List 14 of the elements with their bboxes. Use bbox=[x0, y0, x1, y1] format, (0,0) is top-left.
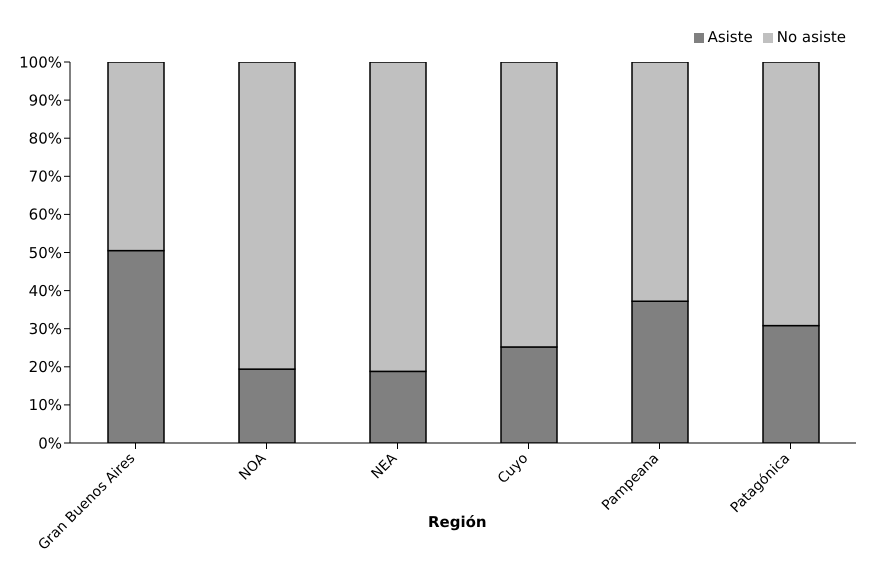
y-tick-label: 0% bbox=[38, 434, 62, 452]
legend-label: No asiste bbox=[776, 28, 846, 46]
y-tick-label: 10% bbox=[28, 396, 62, 414]
y-tick-label: 40% bbox=[28, 282, 62, 300]
legend-label: Asiste bbox=[708, 28, 753, 46]
y-tick-label: 80% bbox=[28, 130, 62, 148]
y-tick-label: 30% bbox=[28, 320, 62, 338]
x-axis-title: Región bbox=[428, 513, 487, 531]
y-tick-label: 20% bbox=[28, 358, 62, 376]
y-tick-label: 100% bbox=[19, 53, 62, 72]
y-tick-label: 90% bbox=[28, 91, 62, 110]
y-tick-label: 50% bbox=[28, 244, 62, 262]
y-tick-label: 60% bbox=[28, 206, 62, 224]
y-tick-label: 70% bbox=[28, 168, 62, 186]
